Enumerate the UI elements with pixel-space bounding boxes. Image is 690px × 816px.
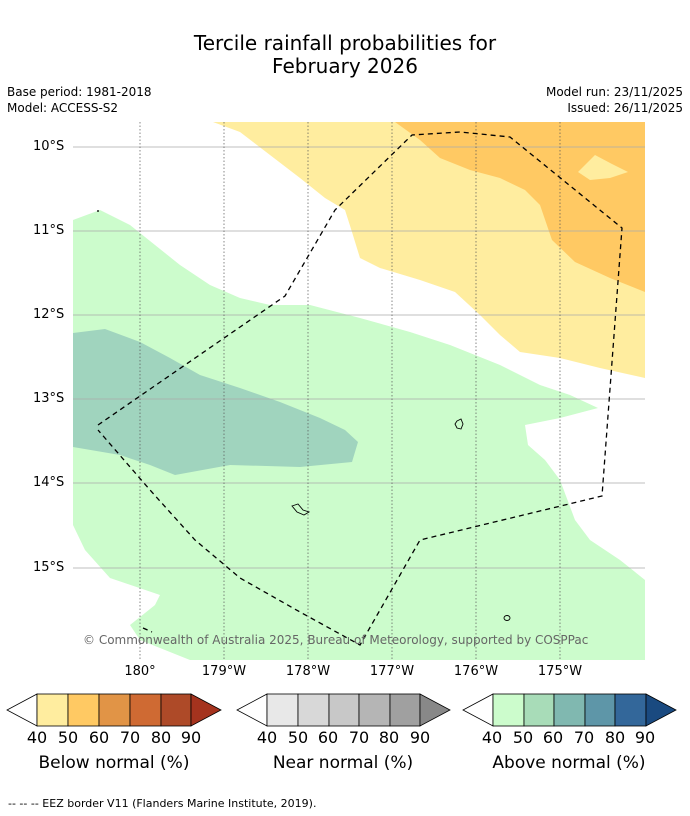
colorbar-tick: 80 — [604, 728, 626, 747]
colorbar-tick: 80 — [150, 728, 172, 747]
colorbar-tick: 40 — [26, 728, 48, 747]
colorbar-tick: 70 — [573, 728, 595, 747]
map-title-line2: February 2026 — [272, 54, 418, 78]
colorbar-near-normal — [236, 693, 451, 727]
lat-label: 10°S — [33, 139, 65, 154]
colorbar-tick: 60 — [88, 728, 110, 747]
colorbar-tick: 50 — [57, 728, 79, 747]
colorbar-label-above: Above normal (%) — [492, 753, 646, 773]
lat-label: 13°S — [33, 391, 65, 406]
below-normal-50-region — [395, 122, 645, 292]
model-run: Model run: 23/11/2025 — [545, 85, 683, 99]
island-futuna — [291, 503, 311, 516]
lon-label: 176°W — [453, 664, 499, 679]
lon-label: 179°W — [201, 664, 247, 679]
colorbar-tick: 50 — [512, 728, 534, 747]
above-normal-40-region — [73, 210, 645, 660]
colorbar-tick: 70 — [348, 728, 370, 747]
eez-footnote: -- -- -- EEZ border V11 (Flanders Marine… — [8, 797, 317, 810]
colorbar-tick: 60 — [542, 728, 564, 747]
colorbar-tick: 40 — [481, 728, 503, 747]
colorbar-label-near: Near normal (%) — [272, 753, 414, 773]
colorbar-tick: 40 — [256, 728, 278, 747]
colorbar-above-normal — [462, 693, 677, 727]
lon-label: 177°W — [369, 664, 415, 679]
lon-label: 178°W — [285, 664, 331, 679]
eez-border-fragment-south — [142, 627, 153, 633]
lon-label: 175°W — [537, 664, 583, 679]
below-normal-patch — [578, 155, 628, 180]
colorbar-tick: 80 — [378, 728, 400, 747]
lat-label: 12°S — [33, 307, 65, 322]
map-title-line1: Tercile rainfall probabilities for — [193, 31, 497, 55]
lat-label: 14°S — [33, 475, 65, 490]
longitude-gridlines — [139, 122, 561, 660]
issued-date: Issued: 26/11/2025 — [567, 101, 683, 115]
colorbar-tick: 50 — [287, 728, 309, 747]
lat-label: 15°S — [33, 560, 65, 575]
model-name: Model: ACCESS-S2 — [7, 101, 119, 115]
above-normal-50-region — [73, 329, 358, 475]
colorbar-tick: 90 — [180, 728, 202, 747]
eez-border — [97, 131, 623, 646]
colorbar-tick: 60 — [317, 728, 339, 747]
colorbar-tick: 90 — [634, 728, 656, 747]
colorbar-tick: 70 — [119, 728, 141, 747]
latitude-gridlines — [73, 146, 645, 569]
island-small — [503, 615, 511, 621]
colorbar-tick: 90 — [409, 728, 431, 747]
island-wallis — [454, 418, 464, 430]
base-period: Base period: 1981-2018 — [7, 85, 152, 99]
colorbar-label-below: Below normal (%) — [38, 753, 190, 773]
copyright-notice: © Commonwealth of Australia 2025, Bureau… — [83, 633, 589, 647]
lat-label: 11°S — [33, 223, 65, 238]
colorbar-below-normal — [6, 693, 222, 727]
lon-label: 180° — [124, 664, 156, 679]
